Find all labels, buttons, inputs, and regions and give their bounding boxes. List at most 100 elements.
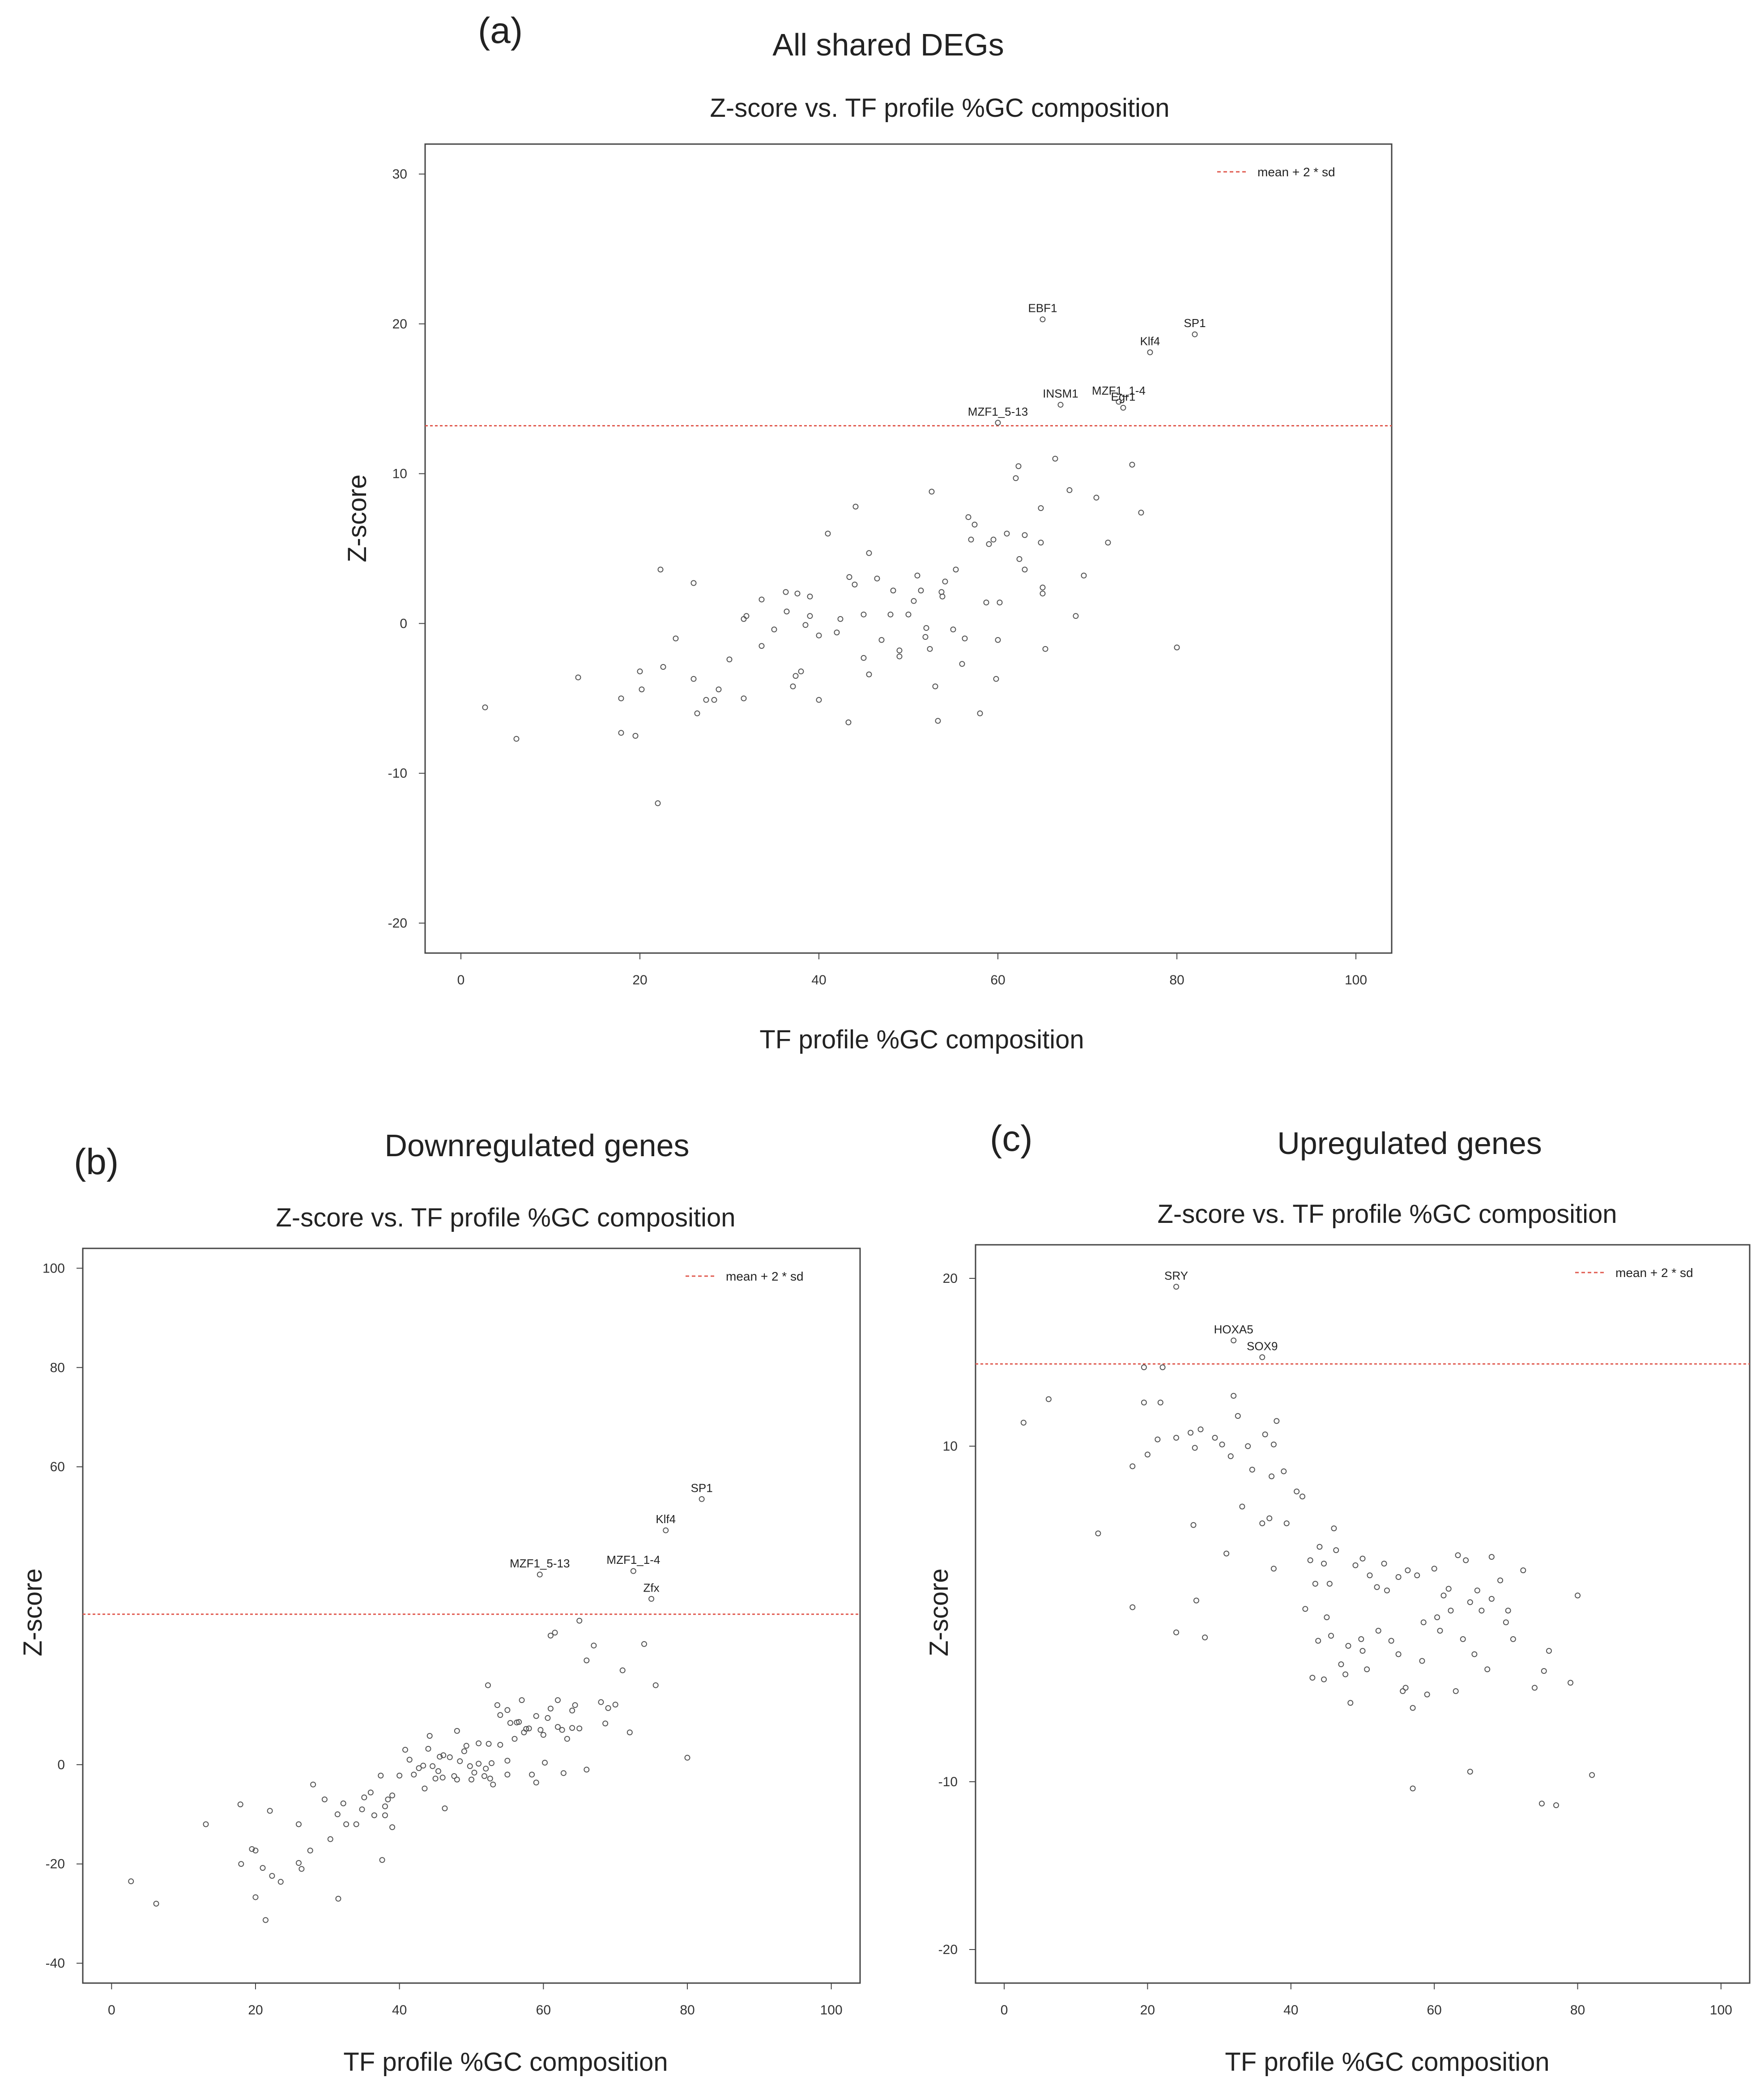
data-point [267,1808,273,1814]
data-point [1460,1636,1466,1642]
data-point [690,676,697,682]
point-label: SRY [1164,1269,1188,1282]
data-point [1381,1561,1387,1567]
data-point [547,1632,554,1639]
data-point [482,704,488,711]
x-tick-label: 60 [536,2003,551,2018]
data-point [816,697,822,703]
data-point [825,531,831,537]
data-point [1538,1801,1545,1807]
data-point [263,1917,269,1923]
data-point [874,575,880,582]
data-point [1328,1633,1334,1639]
data-point [402,1747,409,1753]
data-point [741,616,747,622]
data-point [1420,1619,1427,1626]
data-point [1474,1588,1480,1593]
data-point [660,664,666,670]
data-point [905,611,912,617]
data-point [575,674,581,681]
data-point [533,1713,539,1719]
panel-b-subtitle: Z-score vs. TF profile %GC composition [276,1203,736,1232]
data-point [481,1773,487,1779]
data-point [1419,1658,1425,1664]
data-point [1270,1566,1277,1572]
data-point [564,1736,570,1742]
data-point [389,1824,396,1831]
data-point [504,1758,511,1764]
y-tick-label: -40 [46,1956,65,1971]
labeled-data-point [1231,1337,1237,1344]
data-point [467,1763,473,1769]
data-point [1358,1636,1364,1642]
data-point [547,1705,554,1711]
data-point [382,1812,388,1818]
data-point [1455,1552,1461,1558]
data-point [1052,456,1058,462]
data-point [935,718,941,724]
data-point [584,1657,590,1664]
data-point [1004,531,1010,537]
data-point [950,626,956,633]
data-point [454,1728,460,1734]
data-point [758,596,765,603]
data-point [997,600,1003,606]
data-point [995,637,1001,643]
panel-c-xlabel: TF profile %GC composition [1225,2048,1550,2077]
data-point [834,629,840,635]
data-point [1424,1691,1430,1698]
data-point [959,661,965,667]
data-point [422,1785,428,1792]
data-point [260,1865,266,1871]
data-point [639,686,645,693]
data-point [1015,463,1022,469]
data-point [1141,1400,1147,1405]
data-point [1331,1525,1337,1532]
data-point [1157,1400,1163,1405]
data-point [1235,1413,1241,1419]
data-point [367,1789,374,1796]
data-point [576,1618,583,1624]
data-point [1414,1572,1420,1579]
data-point [1345,1643,1351,1649]
y-tick-label: 30 [392,167,407,182]
data-point [523,1726,529,1732]
data-point [1324,1614,1330,1620]
data-point [793,673,799,679]
data-point [321,1797,328,1802]
data-point [396,1772,403,1779]
plot-frame-a [424,143,1393,954]
data-point [1129,1604,1136,1610]
data-point [439,1775,446,1781]
data-point [1374,1584,1380,1590]
data-point [816,632,822,639]
data-point [420,1762,426,1769]
data-point [641,1641,647,1647]
data-point [1402,1685,1409,1691]
panel-c-subtitle: Z-score vs. TF profile %GC composition [1157,1200,1617,1229]
x-tick-label: 20 [632,973,647,988]
data-point [929,489,935,495]
data-point [1188,1430,1194,1436]
data-point [965,514,971,520]
data-point [569,1707,575,1714]
data-point [1395,1651,1402,1657]
y-tick-label: -20 [938,1942,958,1957]
data-point [983,600,989,606]
point-label: MZF1_5-13 [510,1557,570,1570]
data-point [379,1857,385,1863]
panel-c-letter: (c) [990,1118,1033,1159]
point-label: Zfx [643,1581,660,1594]
data-point [1281,1468,1287,1474]
data-point [494,1702,500,1708]
data-point [1022,532,1028,538]
data-point [463,1743,469,1749]
data-point [846,574,852,580]
data-point [1239,1503,1245,1510]
data-point [327,1836,333,1842]
point-label: SP1 [691,1481,713,1494]
data-point [1105,540,1111,546]
data-point [890,587,896,594]
data-point [1138,510,1144,516]
